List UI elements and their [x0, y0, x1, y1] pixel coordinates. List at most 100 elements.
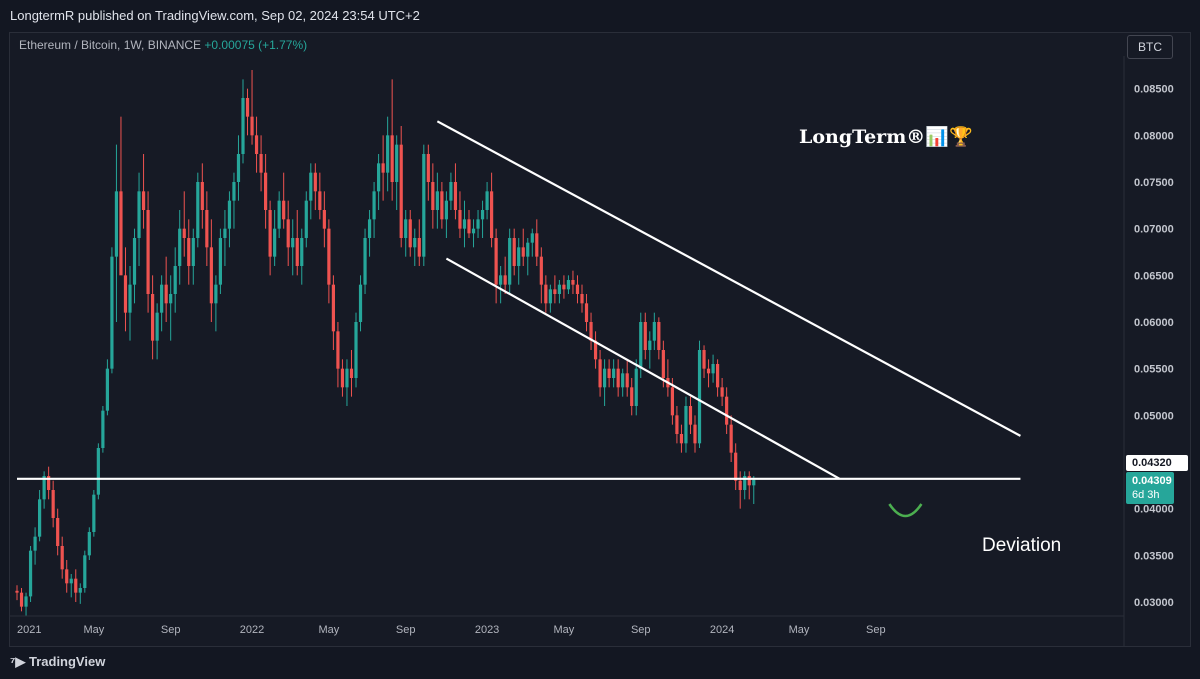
- candle: [218, 228, 222, 294]
- candle: [123, 247, 128, 332]
- candle-body: [435, 191, 439, 210]
- candle-body: [752, 479, 756, 486]
- candle: [508, 228, 512, 294]
- candle: [250, 70, 254, 145]
- candle-body: [286, 219, 290, 248]
- candle-body: [395, 144, 399, 182]
- candle: [584, 294, 589, 332]
- candle-body: [69, 578, 73, 584]
- candle-body: [426, 154, 430, 182]
- candle-body: [19, 592, 24, 607]
- candle: [87, 527, 91, 560]
- y-tick-label: 0.07000: [1134, 224, 1174, 236]
- tradingview-logo[interactable]: ⁷▶ TradingView: [10, 647, 105, 677]
- candle: [146, 191, 150, 313]
- candle: [530, 228, 534, 257]
- candle: [277, 191, 281, 238]
- candle: [648, 331, 652, 369]
- candle: [322, 191, 326, 248]
- candle: [462, 200, 467, 248]
- candle: [74, 569, 78, 602]
- candle: [42, 471, 46, 509]
- y-tick-label: 0.03000: [1134, 597, 1174, 609]
- candle: [539, 247, 543, 304]
- candle: [282, 172, 286, 229]
- candle-body: [381, 163, 385, 173]
- candle-body: [141, 191, 146, 210]
- candle-body: [178, 228, 182, 266]
- candle-body: [643, 322, 647, 350]
- candle: [110, 247, 114, 374]
- candle: [499, 266, 503, 304]
- candle: [259, 135, 263, 192]
- candle-body: [616, 368, 620, 388]
- candle: [697, 340, 702, 448]
- candle: [227, 191, 232, 248]
- x-tick-label: Sep: [161, 624, 181, 636]
- candle-body: [621, 373, 625, 388]
- price-chart[interactable]: 0.030000.035000.040000.045000.050000.055…: [9, 56, 1191, 646]
- symbol-name: Ethereum / Bitcoin, 1W, BINANCE: [19, 38, 202, 52]
- candle-body: [300, 238, 304, 266]
- candle-body: [408, 219, 412, 248]
- candle: [743, 471, 747, 500]
- candle: [28, 546, 33, 602]
- candle: [137, 172, 141, 266]
- last-price-value: 0.04309: [1132, 475, 1172, 487]
- candle-body: [209, 247, 213, 304]
- candle: [349, 350, 354, 397]
- chart-title: LongTerm®📊🏆: [799, 125, 973, 148]
- candle-body: [747, 476, 751, 486]
- candle: [268, 200, 272, 276]
- candle-body: [440, 191, 444, 220]
- candle-body: [164, 284, 168, 304]
- candle: [612, 359, 616, 388]
- candle: [566, 275, 571, 294]
- candle: [304, 191, 308, 248]
- candle: [471, 219, 476, 248]
- currency-button[interactable]: BTC: [1127, 35, 1173, 59]
- x-axis: 2021 May Sep 2022 May Sep 2023 May Sep 2024 May Sep: [9, 615, 1124, 636]
- candle: [119, 116, 123, 276]
- candle-body: [494, 238, 498, 285]
- candle-body: [404, 219, 408, 238]
- level-price-label: 0.04320: [1126, 455, 1188, 471]
- footer-brand: TradingView: [28, 654, 106, 669]
- candle-body: [313, 172, 317, 192]
- candle-body: [697, 350, 702, 444]
- candle-body: [187, 238, 191, 266]
- candle: [236, 135, 241, 201]
- x-tick-label: 2022: [240, 624, 264, 636]
- candle-body: [367, 219, 372, 238]
- candle-body: [327, 228, 331, 285]
- candle: [47, 466, 51, 500]
- candle-body: [105, 368, 109, 411]
- candle: [679, 424, 684, 453]
- candle-body: [539, 256, 543, 285]
- candle-body: [480, 210, 485, 220]
- candle: [331, 275, 335, 350]
- candle-body: [83, 555, 87, 588]
- candle-body: [123, 275, 128, 313]
- symbol-change: +0.00075 (+1.77%): [204, 38, 308, 52]
- candle-body: [218, 238, 222, 285]
- candle-body: [358, 284, 363, 322]
- candle-body: [205, 210, 209, 248]
- candle-body: [630, 387, 634, 406]
- candle-body: [322, 210, 326, 229]
- candle: [340, 359, 345, 397]
- candle-body: [132, 238, 137, 285]
- candle-body: [679, 434, 684, 444]
- candle: [720, 378, 724, 406]
- candle: [467, 210, 471, 238]
- footer: ⁷▶ TradingView: [0, 647, 1200, 679]
- candle: [313, 163, 317, 210]
- candle: [666, 359, 670, 397]
- candle-body: [331, 284, 335, 332]
- candle: [729, 415, 733, 462]
- candle: [196, 172, 200, 248]
- candle-body: [169, 294, 173, 304]
- candle: [19, 588, 24, 612]
- candle-body: [309, 172, 313, 201]
- candle-body: [128, 284, 132, 313]
